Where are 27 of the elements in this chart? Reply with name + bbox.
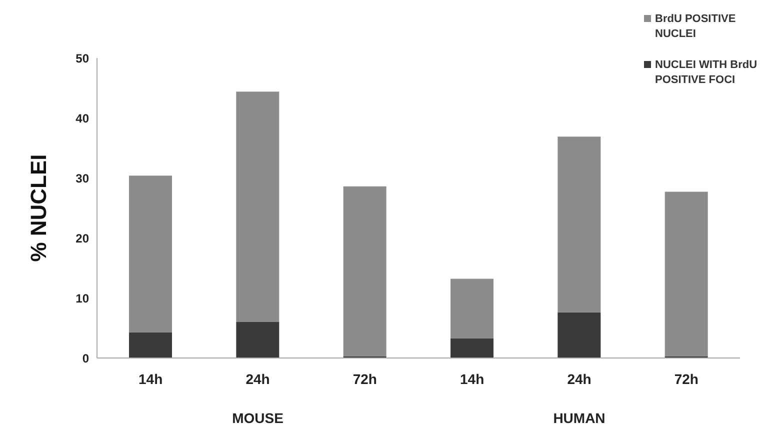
bar (664, 192, 708, 356)
bar (450, 278, 494, 338)
bar (558, 312, 601, 358)
text: HUMAN (552, 410, 606, 426)
x-tick-label: 14h (138, 370, 163, 387)
y-tick-label: 20 (76, 231, 90, 246)
text: MOUSE (231, 410, 284, 426)
bar (343, 186, 386, 356)
x-tick-label: 72h (352, 370, 377, 387)
bar (129, 332, 172, 358)
legend-label: BrdU POSITIVE NUCLEI (655, 12, 737, 42)
x-tick-label: 14h (460, 370, 484, 387)
y-tick-label: 0 (82, 351, 90, 366)
x-tick-label: 72h (674, 370, 698, 387)
legend-label: NUCLEI WITH BrdU POSITIVE FOCI (655, 58, 758, 88)
bar (129, 176, 172, 332)
bar (450, 338, 494, 358)
y-tick-label: 30 (76, 171, 90, 186)
x-tick-label: 24h (567, 370, 592, 387)
y-tick-label: 10 (76, 291, 90, 306)
y-tick-label: 50 (76, 51, 90, 66)
y-tick-label: 40 (76, 111, 90, 126)
bar (236, 92, 280, 322)
x-tick-label: 24h (246, 370, 270, 387)
bar (236, 322, 280, 358)
y-axis-title: % NUCLEI (26, 154, 51, 262)
bar (558, 136, 601, 312)
